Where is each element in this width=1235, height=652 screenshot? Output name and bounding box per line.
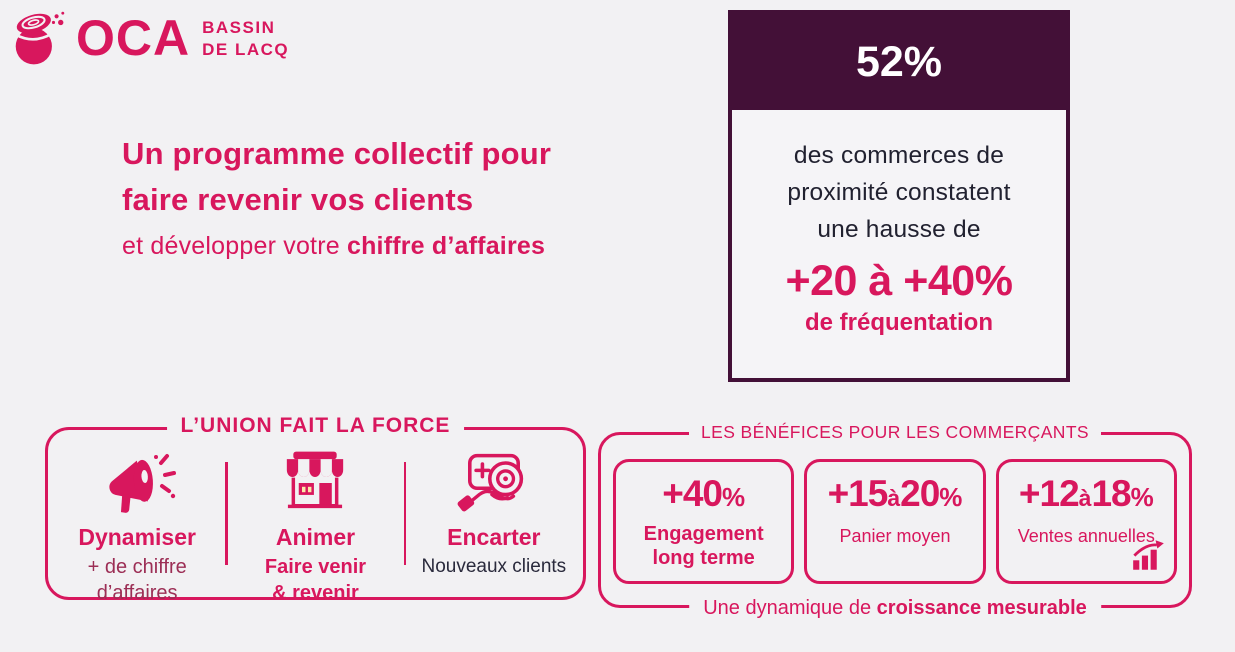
benefit-value-connector: à <box>887 485 901 511</box>
headline-line1: Un programme collectif pour <box>122 136 552 171</box>
headline-sub-regular: et développer votre <box>122 232 347 260</box>
union-item-dynamiser: Dynamiser + de chiffre d’affaires <box>48 430 226 604</box>
stat-body-line2: proximité constatent <box>787 179 1011 206</box>
benefit-value-percent: % <box>939 482 963 512</box>
benefit-value-connector: à <box>1078 485 1092 511</box>
union-item-name: Animer <box>275 524 356 550</box>
stat-highlight-value: +20 à +40% <box>785 257 1013 305</box>
union-box-title: L’UNION FAIT LA FORCE <box>166 414 465 438</box>
megaphone-icon <box>48 446 226 520</box>
headline-line2: faire revenir vos clients <box>122 182 474 217</box>
benefit-label: Ventes annuelles <box>999 525 1174 548</box>
union-item-detail-line2: & revenir <box>272 582 359 604</box>
stat-card-header-value: 52% <box>732 14 1066 110</box>
hand-card-icon <box>405 446 583 520</box>
storefront-icon <box>226 446 404 520</box>
benefit-value-main: +40 <box>662 473 723 514</box>
union-item-name: Dynamiser <box>78 524 196 550</box>
brand-region-line2: DE LACQ <box>202 40 290 59</box>
brand-region-line1: BASSIN <box>202 18 276 37</box>
benefit-value: +12à18% <box>999 474 1174 518</box>
benefits-footer-regular: Une dynamique de <box>703 597 877 619</box>
union-item-detail: + de chiffre d’affaires <box>48 554 226 606</box>
headline: Un programme collectif pour faire reveni… <box>122 131 551 261</box>
benefit-value-percent: % <box>1130 482 1154 512</box>
union-item-detail-line1: + de chiffre <box>87 556 187 578</box>
union-item-detail: Nouveaux clients <box>405 554 583 580</box>
benefit-label-line1: Engagement <box>643 523 764 545</box>
brand-region: BASSIN DE LACQ <box>202 17 289 61</box>
benefit-value-secondary: 18 <box>1091 473 1131 514</box>
benefit-value-main: +15 <box>827 473 889 514</box>
benefit-label: Panier moyen <box>807 525 982 548</box>
stat-body-line3: une hausse de <box>817 216 981 243</box>
headline-subline: et développer votre chiffre d’affaires <box>122 232 551 261</box>
benefits-box-title: LES BÉNÉFICES POUR LES COMMERÇANTS <box>689 422 1101 443</box>
benefit-label-line1: Ventes annuelles <box>1017 526 1155 546</box>
benefits-box: LES BÉNÉFICES POUR LES COMMERÇANTS +40% … <box>598 422 1192 620</box>
pot-icon <box>10 8 68 68</box>
stat-card: 52% des commerces de proximité constaten… <box>728 10 1070 382</box>
benefit-label-line2: long terme <box>652 547 755 569</box>
benefit-label: Engagement long terme <box>616 522 791 570</box>
benefit-card-panier-moyen: +15à20% Panier moyen <box>804 459 986 584</box>
stat-body-line1: des commerces de <box>793 142 1005 169</box>
union-item-detail-line1: Nouveaux clients <box>421 556 567 577</box>
benefit-value: +15à20% <box>807 474 982 518</box>
union-columns: Dynamiser + de chiffre d’affaires <box>48 430 583 604</box>
benefits-footer-bold: croissance mesurable <box>876 597 1087 619</box>
union-item-animer: Animer Faire venir & revenir <box>225 430 404 604</box>
growth-chart-icon <box>1132 540 1165 575</box>
union-item-detail: Faire venir & revenir <box>226 554 404 606</box>
stat-highlight-caption: de fréquentation <box>804 309 993 336</box>
benefit-value-main: +12 <box>1018 473 1080 514</box>
benefit-value: +40% <box>616 474 791 518</box>
benefit-cards: +40% Engagement long terme +15à20% Panie… <box>601 459 1189 584</box>
benefits-footer: Une dynamique de croissance mesurable <box>689 597 1101 620</box>
benefit-label-line1: Panier moyen <box>839 526 951 546</box>
stat-card-body: des commerces de proximité constatent un… <box>732 110 1066 337</box>
union-box: L’UNION FAIT LA FORCE <box>45 414 586 604</box>
union-item-encarter: Encarter Nouveaux clients <box>403 430 583 597</box>
benefit-card-ventes-annuelles: +12à18% Ventes annuelles <box>995 459 1177 584</box>
union-item-detail-line2: d’affaires <box>96 582 178 604</box>
brand-name: OCA <box>76 10 191 66</box>
headline-sub-bold: chiffre d’affaires <box>346 232 546 260</box>
benefit-value-secondary: 20 <box>900 473 940 514</box>
benefit-value-percent: % <box>721 482 746 512</box>
union-item-name: Encarter <box>447 524 541 550</box>
union-item-detail-line1: Faire venir <box>264 556 367 578</box>
benefit-card-engagement: +40% Engagement long terme <box>613 459 795 584</box>
brand-logo: OCA BASSIN DE LACQ <box>10 8 289 68</box>
